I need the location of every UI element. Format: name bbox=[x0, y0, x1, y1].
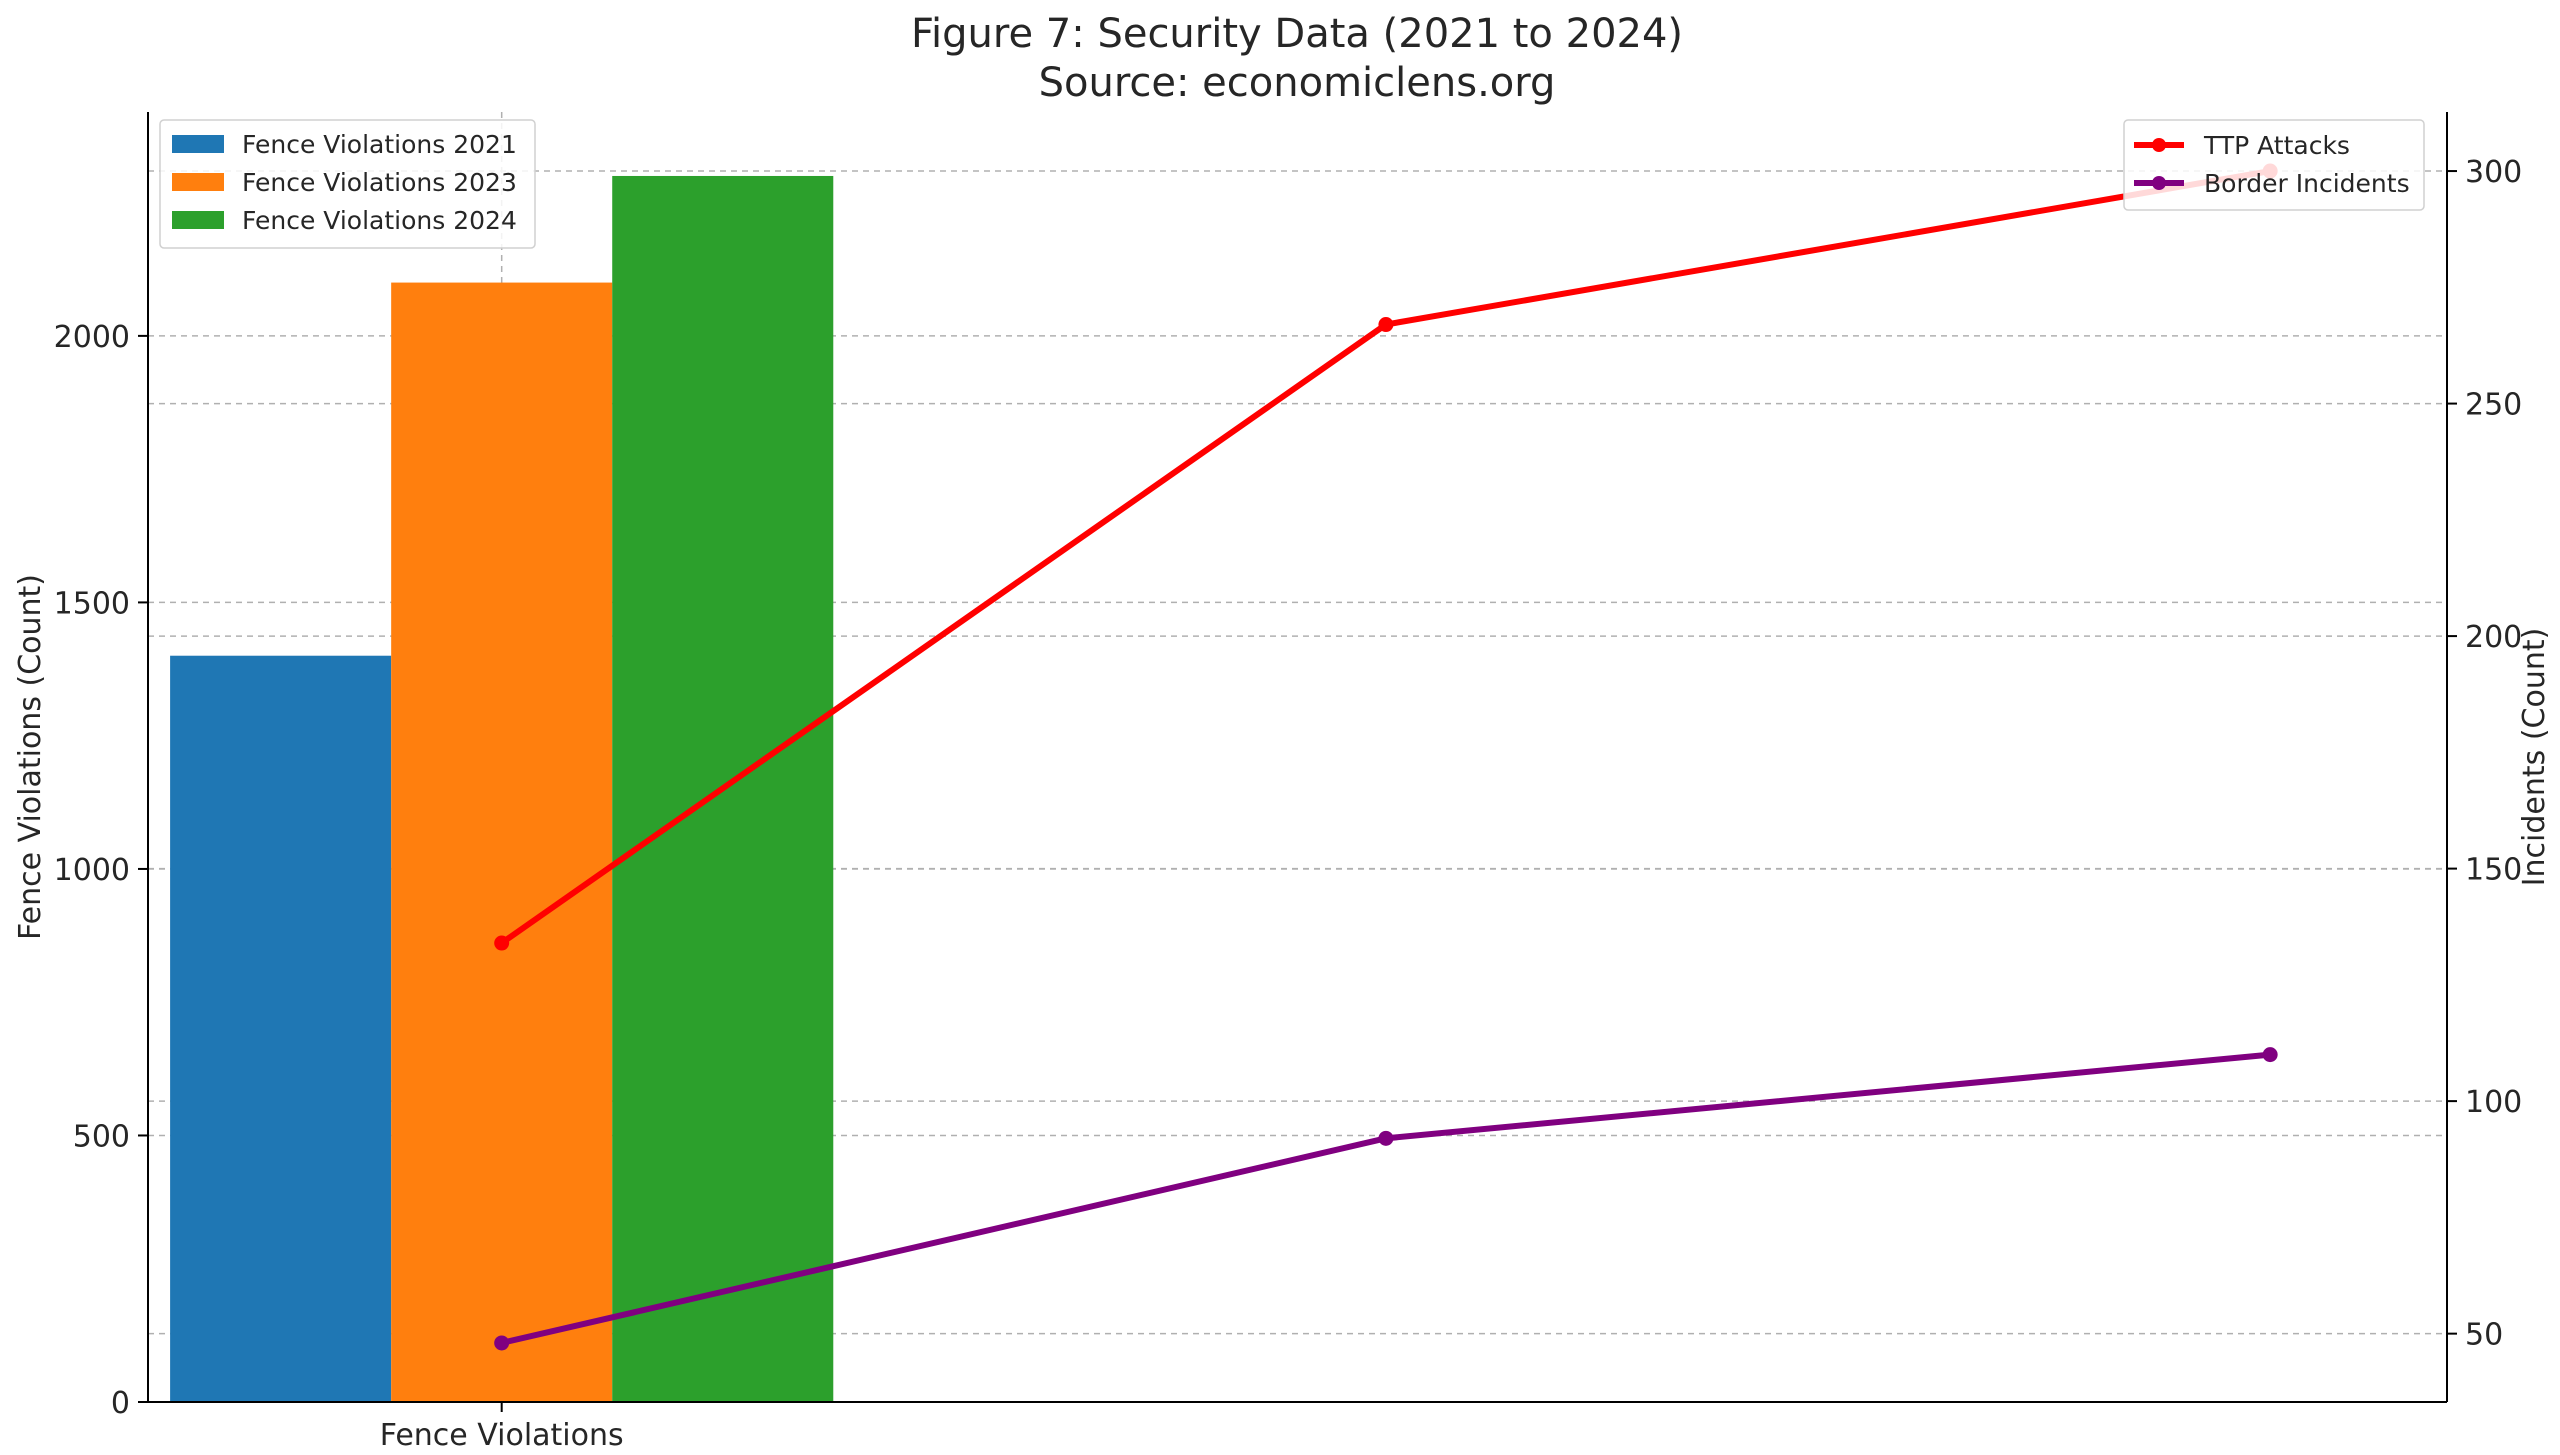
bar-legend-swatch bbox=[172, 173, 224, 191]
right-tick-label: 50 bbox=[2465, 1318, 2503, 1353]
bar-legend-label: Fence Violations 2021 bbox=[242, 130, 517, 159]
gridlines bbox=[148, 112, 2447, 1402]
line-legend-label: Border Incidents bbox=[2204, 169, 2410, 198]
bar-legend-label: Fence Violations 2024 bbox=[242, 206, 517, 235]
point-ttp-attacks bbox=[494, 935, 510, 951]
bar-legend: Fence Violations 2021 Fence Violations 20… bbox=[159, 119, 536, 249]
point-ttp-attacks bbox=[1378, 317, 1394, 333]
bar-legend-box bbox=[159, 119, 536, 249]
point-border-incidents bbox=[2262, 1047, 2278, 1063]
right-tick-label: 250 bbox=[2465, 388, 2522, 423]
right-tick-label: 200 bbox=[2465, 620, 2522, 655]
right-axis-label: Incidents (Count) bbox=[2517, 628, 2552, 887]
right-tick-label: 300 bbox=[2465, 155, 2522, 190]
point-border-incidents bbox=[1378, 1130, 1394, 1146]
left-tick-label: 1500 bbox=[54, 586, 130, 621]
bar-legend-swatch bbox=[172, 135, 224, 153]
bar-legend-label: Fence Violations 2023 bbox=[242, 168, 517, 197]
left-tick-label: 500 bbox=[73, 1119, 130, 1154]
left-axis-ticks: 0 500 1000 1500 2000 bbox=[54, 320, 148, 1421]
line-legend-label: TTP Attacks bbox=[2203, 131, 2350, 160]
bar-fence-violations-2021 bbox=[170, 655, 392, 1402]
line-legend-box bbox=[2123, 119, 2425, 211]
line-legend-marker bbox=[2152, 176, 2166, 190]
bar-fence-violations-2023 bbox=[391, 282, 613, 1403]
left-tick-label: 0 bbox=[111, 1386, 130, 1421]
right-tick-label: 100 bbox=[2465, 1085, 2522, 1120]
left-axis-label: Fence Violations (Count) bbox=[13, 574, 48, 940]
left-tick-label: 1000 bbox=[54, 853, 130, 888]
point-border-incidents bbox=[494, 1335, 510, 1351]
line-legend: TTP Attacks Border Incidents bbox=[2123, 119, 2425, 211]
right-axis-ticks: 50 100 150 200 250 300 bbox=[2447, 155, 2522, 1353]
chart-title-line2: Source: economiclens.org bbox=[1039, 60, 1556, 106]
x-axis-ticks: Fence Violations bbox=[380, 1402, 624, 1453]
left-tick-label: 2000 bbox=[54, 320, 130, 355]
right-tick-label: 150 bbox=[2465, 853, 2522, 888]
bar-legend-swatch bbox=[172, 211, 224, 229]
lines-group bbox=[494, 163, 2278, 1351]
line-legend-marker bbox=[2152, 138, 2166, 152]
bars-group bbox=[170, 175, 834, 1403]
x-tick-label: Fence Violations bbox=[380, 1418, 624, 1453]
chart-title-line1: Figure 7: Security Data (2021 to 2024) bbox=[911, 11, 1683, 57]
